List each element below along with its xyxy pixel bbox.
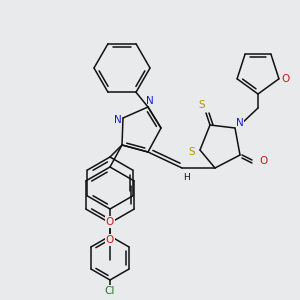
Text: S: S (189, 147, 195, 157)
Text: O: O (106, 235, 114, 245)
Text: O: O (260, 156, 268, 166)
Text: N: N (146, 96, 154, 106)
Text: N: N (236, 118, 244, 128)
Text: S: S (199, 100, 205, 110)
Text: Cl: Cl (105, 286, 115, 296)
Text: N: N (114, 115, 122, 125)
Text: O: O (282, 74, 290, 84)
Text: H: H (184, 173, 190, 182)
Text: O: O (106, 217, 114, 227)
